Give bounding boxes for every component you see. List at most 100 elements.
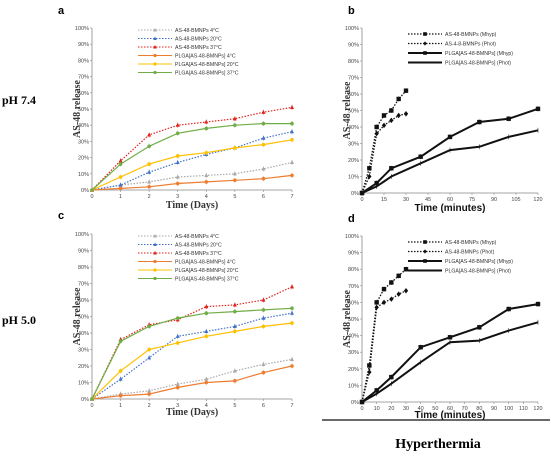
x-tick-label: 30 xyxy=(403,406,409,412)
y-tick-label: 50% xyxy=(78,315,89,321)
y-tick-label: 40% xyxy=(78,331,89,337)
x-tick-label: 120 xyxy=(533,197,542,203)
x-tick-label: 2 xyxy=(148,403,151,409)
x-tick-label: 5 xyxy=(233,194,236,200)
legend-label: PLGA[AS-48-BMNPs] (Mhyp) xyxy=(445,259,513,265)
y-axis-title: AS-48 release xyxy=(72,80,83,138)
data-point xyxy=(447,335,453,340)
data-point xyxy=(147,388,152,393)
x-tick-label: 4 xyxy=(205,194,208,200)
legend-marker xyxy=(153,53,157,58)
y-tick-label: 30% xyxy=(348,350,359,356)
data-point xyxy=(204,334,209,339)
data-point xyxy=(374,130,379,137)
series-line xyxy=(91,286,293,400)
x-tick-label: 60 xyxy=(447,197,453,203)
y-tick-label: 60% xyxy=(348,300,359,306)
data-point xyxy=(261,109,266,114)
y-tick-label: 60% xyxy=(78,91,89,97)
y-tick-label: 20% xyxy=(78,156,89,162)
data-point xyxy=(403,288,409,294)
data-point xyxy=(204,150,209,155)
x-axis-title: Time (minutes) xyxy=(415,410,486,421)
row-label-ph50: pH 5.0 xyxy=(2,313,36,327)
data-point xyxy=(232,171,237,176)
legend-label: PLGA[AS-48-BMNPs] (Phot) xyxy=(445,269,511,275)
data-point xyxy=(261,324,266,329)
data-point xyxy=(204,173,209,178)
data-point xyxy=(506,116,511,121)
x-tick-label: 6 xyxy=(262,403,265,409)
legend-marker xyxy=(153,233,157,238)
x-tick-label: 0 xyxy=(360,197,363,203)
data-point xyxy=(147,392,151,396)
row-label-ph74: pH 7.4 xyxy=(2,93,36,107)
legend: AS-48-BMNPs 4°C AS-48-BMNPs 20°C AS-48-BMN… xyxy=(138,233,239,283)
x-tick-label: 100 xyxy=(504,406,513,412)
y-tick-label: 70% xyxy=(78,282,89,288)
data-point xyxy=(396,291,401,297)
data-point xyxy=(118,158,123,163)
panel-letter: c xyxy=(58,210,64,222)
x-tick-label: 1 xyxy=(119,194,122,200)
y-tick-label: 10% xyxy=(348,383,359,389)
legend-marker xyxy=(423,51,427,55)
data-point xyxy=(261,176,266,181)
hyperthermia-label: Hyperthermia xyxy=(395,437,481,452)
legend-marker xyxy=(153,27,157,32)
series-line xyxy=(91,312,293,400)
series-1 xyxy=(359,266,409,405)
data-point xyxy=(261,361,266,366)
y-tick-label: 70% xyxy=(348,76,359,82)
legend-marker xyxy=(423,41,427,46)
series-line xyxy=(361,129,539,194)
legend-label: PLGA[AS-48-BMNPs] 37°C xyxy=(175,277,239,283)
series-line xyxy=(91,174,293,191)
data-point xyxy=(233,146,237,150)
y-tick-label: 70% xyxy=(78,75,89,81)
x-tick-label: 70 xyxy=(462,406,468,412)
series-line xyxy=(361,303,539,403)
series-line xyxy=(91,358,293,400)
series-line xyxy=(361,321,539,403)
data-point xyxy=(396,96,401,102)
x-tick-label: 0 xyxy=(90,403,93,409)
y-tick-label: 10% xyxy=(78,172,89,178)
legend-marker xyxy=(423,32,427,36)
x-tick-label: 60 xyxy=(447,406,453,412)
data-point xyxy=(147,324,151,329)
series-line xyxy=(91,307,293,400)
panel-d: d 0% 10% 20% 30% 40% 50% 60% 70% 80% 90% 100% 0 10 20 3… xyxy=(342,213,543,421)
y-tick-label: 30% xyxy=(348,142,359,148)
x-tick-label: 110 xyxy=(519,406,528,412)
series-line xyxy=(91,139,293,191)
y-tick-label: 30% xyxy=(78,348,89,354)
series-line xyxy=(91,365,293,400)
legend-label: AS-48-BMNPs 20°C xyxy=(175,243,222,249)
series-4 xyxy=(90,363,294,401)
data-point xyxy=(175,381,180,386)
data-point xyxy=(374,388,379,393)
x-tick-label: 3 xyxy=(176,194,179,200)
legend-marker xyxy=(153,70,157,75)
y-tick-label: 60% xyxy=(348,92,359,98)
y-tick-label: 100% xyxy=(345,26,359,32)
series-line xyxy=(91,161,293,191)
data-point xyxy=(261,166,266,171)
legend-marker xyxy=(153,259,157,264)
y-tick-label: 20% xyxy=(348,158,359,164)
series-3 xyxy=(359,106,541,196)
data-point xyxy=(374,300,379,305)
data-point xyxy=(367,369,372,375)
data-point xyxy=(147,179,152,184)
series-line xyxy=(361,107,539,194)
y-tick-label: 0% xyxy=(351,191,359,197)
y-axis-title: AS-48 release xyxy=(342,81,353,139)
legend-label: AS-48-BMNPs (Mhyp) xyxy=(445,240,497,246)
data-point xyxy=(290,357,294,361)
data-point xyxy=(118,162,123,166)
data-point xyxy=(367,173,372,180)
legend-label: AS-48-BMNPs 37°C xyxy=(175,251,222,257)
series-line xyxy=(91,322,293,400)
legend-marker xyxy=(153,276,157,281)
